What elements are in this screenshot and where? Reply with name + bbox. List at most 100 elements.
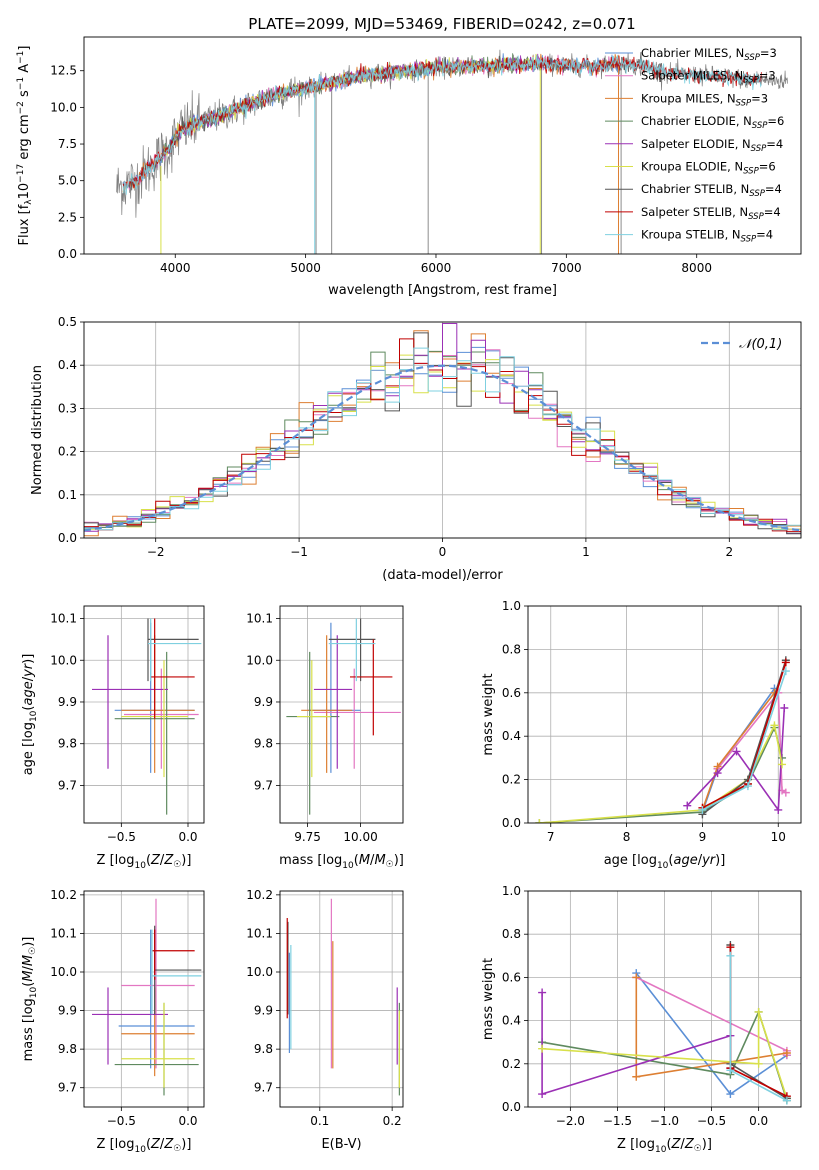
spectrum-ylabel: Flux [fλ10−17 erg cm−2 s−1 A−1] xyxy=(16,46,34,246)
weight_vs_age-series-marker xyxy=(713,769,722,778)
weight_vs_Z-ytick-label: 0.0 xyxy=(502,1100,521,1114)
age_vs_mass-xlabel: mass [log10(M/M☉)] xyxy=(279,853,404,871)
age_vs_Z-ytick-label: 10.1 xyxy=(50,612,77,626)
residual_hist-ytick-label: 0.0 xyxy=(58,531,77,545)
hist-plot xyxy=(84,323,801,537)
spectrum-legend-label: Kroupa ELODIE, NSSP=6 xyxy=(641,160,776,177)
spectrum-legend-label: Chabrier STELIB, NSSP=4 xyxy=(641,182,782,199)
age_vs_Z-xtick-label: 0.0 xyxy=(178,830,197,844)
residual_hist-ytick-label: 0.3 xyxy=(58,401,77,415)
spectrum-xtick-label: 7000 xyxy=(551,261,582,275)
hist-ylabel: Normed distribution xyxy=(30,365,45,495)
weight_vs_Z-xtick-label: −1.5 xyxy=(603,1114,632,1128)
spectrum-legend-label: Salpeter ELODIE, NSSP=4 xyxy=(641,137,783,154)
mass_vs_ebv-xlabel: E(B-V) xyxy=(321,1137,361,1152)
weight_vs_Z-series-marker xyxy=(782,1096,791,1105)
weight_vs_age-series-marker xyxy=(732,747,741,756)
spectrum-ytick-label: 10.0 xyxy=(50,100,77,114)
mass_vs_Z-xlabel: Z [log10(Z/Z☉)] xyxy=(97,1137,192,1155)
age_vs_mass-ytick-label: 9.8 xyxy=(254,737,273,751)
weight_vs_Z-plot xyxy=(538,941,791,1105)
hist-normal-curve xyxy=(84,364,801,532)
spectrum-ytick-label: 2.5 xyxy=(58,210,77,224)
weight_vs_age-series-marker xyxy=(698,805,707,814)
weight_vs_age-series-line xyxy=(539,722,783,823)
weight_vs_age-ytick-label: 0.4 xyxy=(502,729,521,743)
mass_vs_ebv-ytick-label: 10.0 xyxy=(246,965,273,979)
spectrum-ytick-label: 7.5 xyxy=(58,137,77,151)
spectrum-ytick-label: 5.0 xyxy=(58,174,77,188)
age_vs_mass-xtick-label: 10.00 xyxy=(343,830,377,844)
weight_vs_age-series-marker xyxy=(781,788,790,797)
mass_vs_Z-ytick-label: 10.0 xyxy=(50,965,77,979)
spectrum-legend-label: Chabrier MILES, NSSP=3 xyxy=(641,46,777,63)
hist-xlabel: (data-model)/error xyxy=(382,568,503,583)
figure-title: PLATE=2099, MJD=53469, FIBERID=0242, z=0… xyxy=(248,15,635,33)
residual_hist-xtick-label: 0 xyxy=(439,545,447,559)
spectrum-legend-label: Chabrier ELODIE, NSSP=6 xyxy=(641,114,784,131)
age_vs_Z-ytick-label: 10.0 xyxy=(50,653,77,667)
weight_vs_Z-xtick-label: −2.0 xyxy=(556,1114,585,1128)
weight_vs_age-series-marker xyxy=(774,805,783,814)
weight_vs_age-xlabel: age [log10(age/yr)] xyxy=(604,853,726,871)
residual_hist-frame xyxy=(83,321,802,539)
residual_hist-xtick-label: 2 xyxy=(725,545,733,559)
spectrum-legend-label: Kroupa STELIB, NSSP=4 xyxy=(641,228,773,245)
weight_vs_age-series-marker xyxy=(781,667,790,676)
weight_vs_Z-ytick-label: 0.4 xyxy=(502,1014,521,1028)
weight_vs_Z-xtick-label: −1.0 xyxy=(650,1114,679,1128)
weight_vs_age-series-line xyxy=(539,725,783,823)
age_vs_mass-ytick-label: 9.7 xyxy=(254,778,273,792)
weight_vs_Z-series-marker xyxy=(754,1007,763,1016)
age_vs_mass-frame xyxy=(279,605,404,824)
weight_vs_age-series-line xyxy=(701,660,787,815)
mass_vs_ebv-ytick-label: 9.9 xyxy=(254,1004,273,1018)
weight_vs_age-plot xyxy=(535,656,790,823)
mass_vs_ebv-frame xyxy=(279,890,404,1108)
weight_vs_Z-series-marker xyxy=(726,951,735,960)
age_vs_Z-ytick-label: 9.8 xyxy=(58,737,77,751)
spectrum-legend-label: Salpeter MILES, NSSP=3 xyxy=(641,69,776,86)
age_vs_mass-ytick-label: 10.0 xyxy=(246,653,273,667)
mass_vs_ebv-ytick-label: 10.2 xyxy=(246,888,273,902)
weight_vs_Z-xtick-label: 0.0 xyxy=(749,1114,768,1128)
weight_vs_age-ytick-label: 0.0 xyxy=(502,816,521,830)
weight_vs_age-ytick-label: 0.2 xyxy=(502,773,521,787)
weight_vs_Z-series-line xyxy=(542,1011,788,1099)
hist-legend-label: 𝒩(0,1) xyxy=(739,337,782,352)
mass_vs_Z-ylabel: mass [log10(M/M☉)] xyxy=(21,937,39,1062)
weight_vs_Z-ylabel: mass weight xyxy=(481,958,496,1040)
residual_hist-ytick-label: 0.4 xyxy=(58,358,77,372)
spectrum-frame xyxy=(83,36,802,255)
age_vs_Z-ylabel: age [log10(age/yr)] xyxy=(21,654,39,776)
weight_vs_Z-xlabel: Z [log10(Z/Z☉)] xyxy=(617,1137,712,1155)
weight_vs_Z-series-marker xyxy=(726,943,735,952)
weight_vs_age-series-line xyxy=(686,707,786,813)
weight_vs_age-series-marker xyxy=(780,703,789,712)
weight_vs_age-xtick-label: 7 xyxy=(547,830,555,844)
weight_vs_age-series-marker xyxy=(535,819,544,823)
spectrum-xtick-label: 6000 xyxy=(421,261,452,275)
residual_hist-ytick-label: 0.2 xyxy=(58,445,77,459)
age_vs_mass-xtick-label: 9.75 xyxy=(294,830,321,844)
mass_vs_ebv-xtick-label: 0.2 xyxy=(383,1114,402,1128)
weight_vs_Z-series-marker xyxy=(726,1090,735,1099)
hist-step-line xyxy=(84,347,801,532)
age_vs_Z-frame xyxy=(83,605,205,824)
age_vs_mass-ytick-label: 10.1 xyxy=(246,612,273,626)
mass_vs_Z-plot xyxy=(92,898,202,1096)
weight_vs_age-ytick-label: 0.6 xyxy=(502,686,521,700)
mass_vs_ebv-ytick-label: 9.7 xyxy=(254,1081,273,1095)
spectrum-xlabel: wavelength [Angstrom, rest frame] xyxy=(328,283,557,298)
spectrum-legend-label: Kroupa MILES, NSSP=3 xyxy=(641,91,768,108)
weight_vs_age-xtick-label: 8 xyxy=(623,830,631,844)
spectrum-xtick-label: 8000 xyxy=(681,261,712,275)
weight_vs_age-ytick-label: 0.8 xyxy=(502,642,521,656)
mass_vs_ebv-plot xyxy=(286,898,400,1096)
weight_vs_age-ytick-label: 1.0 xyxy=(502,599,521,613)
age_vs_Z-ytick-label: 9.7 xyxy=(58,778,77,792)
weight_vs_age-series-marker xyxy=(743,782,752,791)
mass_vs_Z-ytick-label: 9.8 xyxy=(58,1042,77,1056)
age_vs_mass-plot xyxy=(286,618,401,815)
